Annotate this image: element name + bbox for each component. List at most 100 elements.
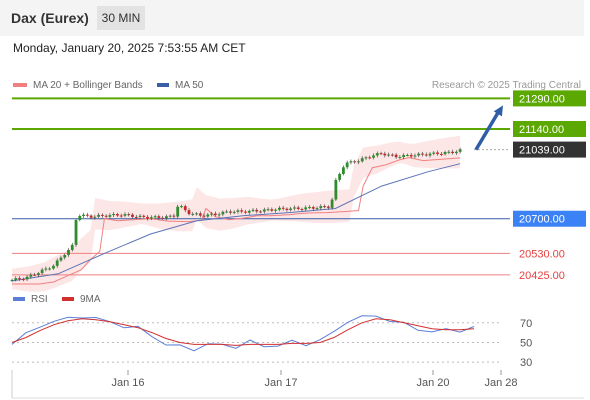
level-label-box [513, 90, 586, 107]
candle-body [368, 157, 372, 159]
candle-body [116, 214, 119, 216]
ma50-swatch-icon [157, 83, 169, 88]
candle-body [439, 153, 443, 155]
candle-body [357, 161, 360, 163]
candle-body [330, 199, 334, 208]
candle-body [161, 217, 165, 219]
candle-body [187, 210, 191, 215]
candle-body [55, 260, 59, 266]
candle-body [360, 158, 364, 162]
candle-body [149, 217, 153, 219]
candle-body [119, 215, 123, 217]
candle-body [345, 162, 349, 168]
candle-body [293, 207, 296, 209]
candle-body [402, 154, 406, 158]
level-label: 21039.00 [519, 145, 565, 157]
candle-body [112, 214, 116, 216]
legend-ma20: MA 20 + Bollinger Bands [13, 80, 143, 91]
candle-body [308, 207, 311, 209]
candle-body [85, 214, 89, 216]
candle-body [266, 209, 270, 211]
bollinger-band [12, 135, 461, 292]
candle-body [131, 214, 134, 217]
candle-body [157, 216, 161, 218]
ma20-swatch-icon [13, 83, 27, 88]
candle-body [93, 216, 97, 218]
candle-body [29, 274, 33, 277]
candle-body [364, 157, 368, 159]
candle-body [247, 210, 251, 213]
candle-body [221, 211, 225, 215]
candle-body [232, 211, 236, 213]
rsi-tick-label: 50 [520, 337, 532, 349]
rsi-tick-label: 70 [520, 318, 532, 330]
candle-body [379, 153, 383, 155]
candle-body [176, 206, 180, 217]
candle-body [198, 213, 202, 216]
interval-button[interactable]: 30 MIN [97, 6, 145, 30]
rsi-swatch-icon [13, 297, 25, 302]
legend-rsi: RSI [13, 294, 48, 305]
candle-body [413, 155, 417, 157]
candle-body [274, 209, 278, 211]
candle-body [63, 254, 67, 258]
candle-body [409, 154, 413, 157]
candle-body [21, 279, 25, 281]
candle-body [436, 152, 439, 154]
candle-body [304, 207, 308, 210]
candle-body [138, 215, 142, 217]
candle-body [451, 151, 455, 154]
candle-body [341, 167, 345, 174]
level-label-box [513, 120, 586, 137]
candle-body [127, 214, 131, 216]
candle-body [244, 211, 247, 213]
candle-body [74, 220, 78, 245]
candle-body [210, 213, 213, 215]
candle-body [270, 209, 274, 211]
candle-body [251, 209, 255, 211]
candle-body [432, 152, 436, 154]
candle-body [40, 269, 44, 274]
candle-body [323, 206, 326, 208]
x-tick-label: Jan 28 [484, 377, 517, 389]
candle-body [213, 213, 217, 216]
candle-body [89, 215, 93, 218]
candle-body [44, 268, 48, 270]
candle-body [319, 206, 323, 209]
candle-body [454, 151, 458, 154]
candle-body [183, 206, 187, 211]
candle-body [262, 209, 266, 212]
candle-body [180, 206, 183, 208]
header-bar: Dax (Eurex) 30 MIN [0, 0, 584, 36]
candle-body [59, 257, 63, 261]
candle-body [104, 215, 108, 217]
candle-body [428, 153, 432, 156]
candle-body [417, 153, 421, 156]
candle-body [421, 153, 424, 155]
candle-body [296, 207, 300, 210]
level-label: 20530.00 [519, 248, 565, 260]
candle-body [33, 274, 36, 276]
candle-body [52, 265, 55, 269]
level-label: 21140.00 [519, 124, 564, 136]
legend-rsi-label: RSI [31, 294, 48, 305]
candle-body [82, 214, 85, 217]
candle-body [191, 213, 195, 215]
candle-body [18, 278, 21, 280]
rsi-ma-line [11, 318, 475, 346]
legend-ma50-label: MA 50 [175, 80, 204, 91]
candle-body [236, 210, 240, 212]
rsi-line [11, 315, 475, 352]
timestamp: Monday, January 20, 2025 7:53:55 AM CET [13, 41, 246, 55]
level-label-box [513, 141, 586, 158]
candle-body [447, 151, 451, 153]
candle-body [315, 208, 319, 210]
candle-body [206, 214, 210, 217]
candle-body [67, 250, 70, 255]
candle-body [225, 211, 229, 213]
ma9-swatch-icon [62, 297, 74, 302]
candle-body [142, 215, 146, 217]
candle-body [217, 214, 221, 216]
level-label-box [513, 210, 586, 227]
